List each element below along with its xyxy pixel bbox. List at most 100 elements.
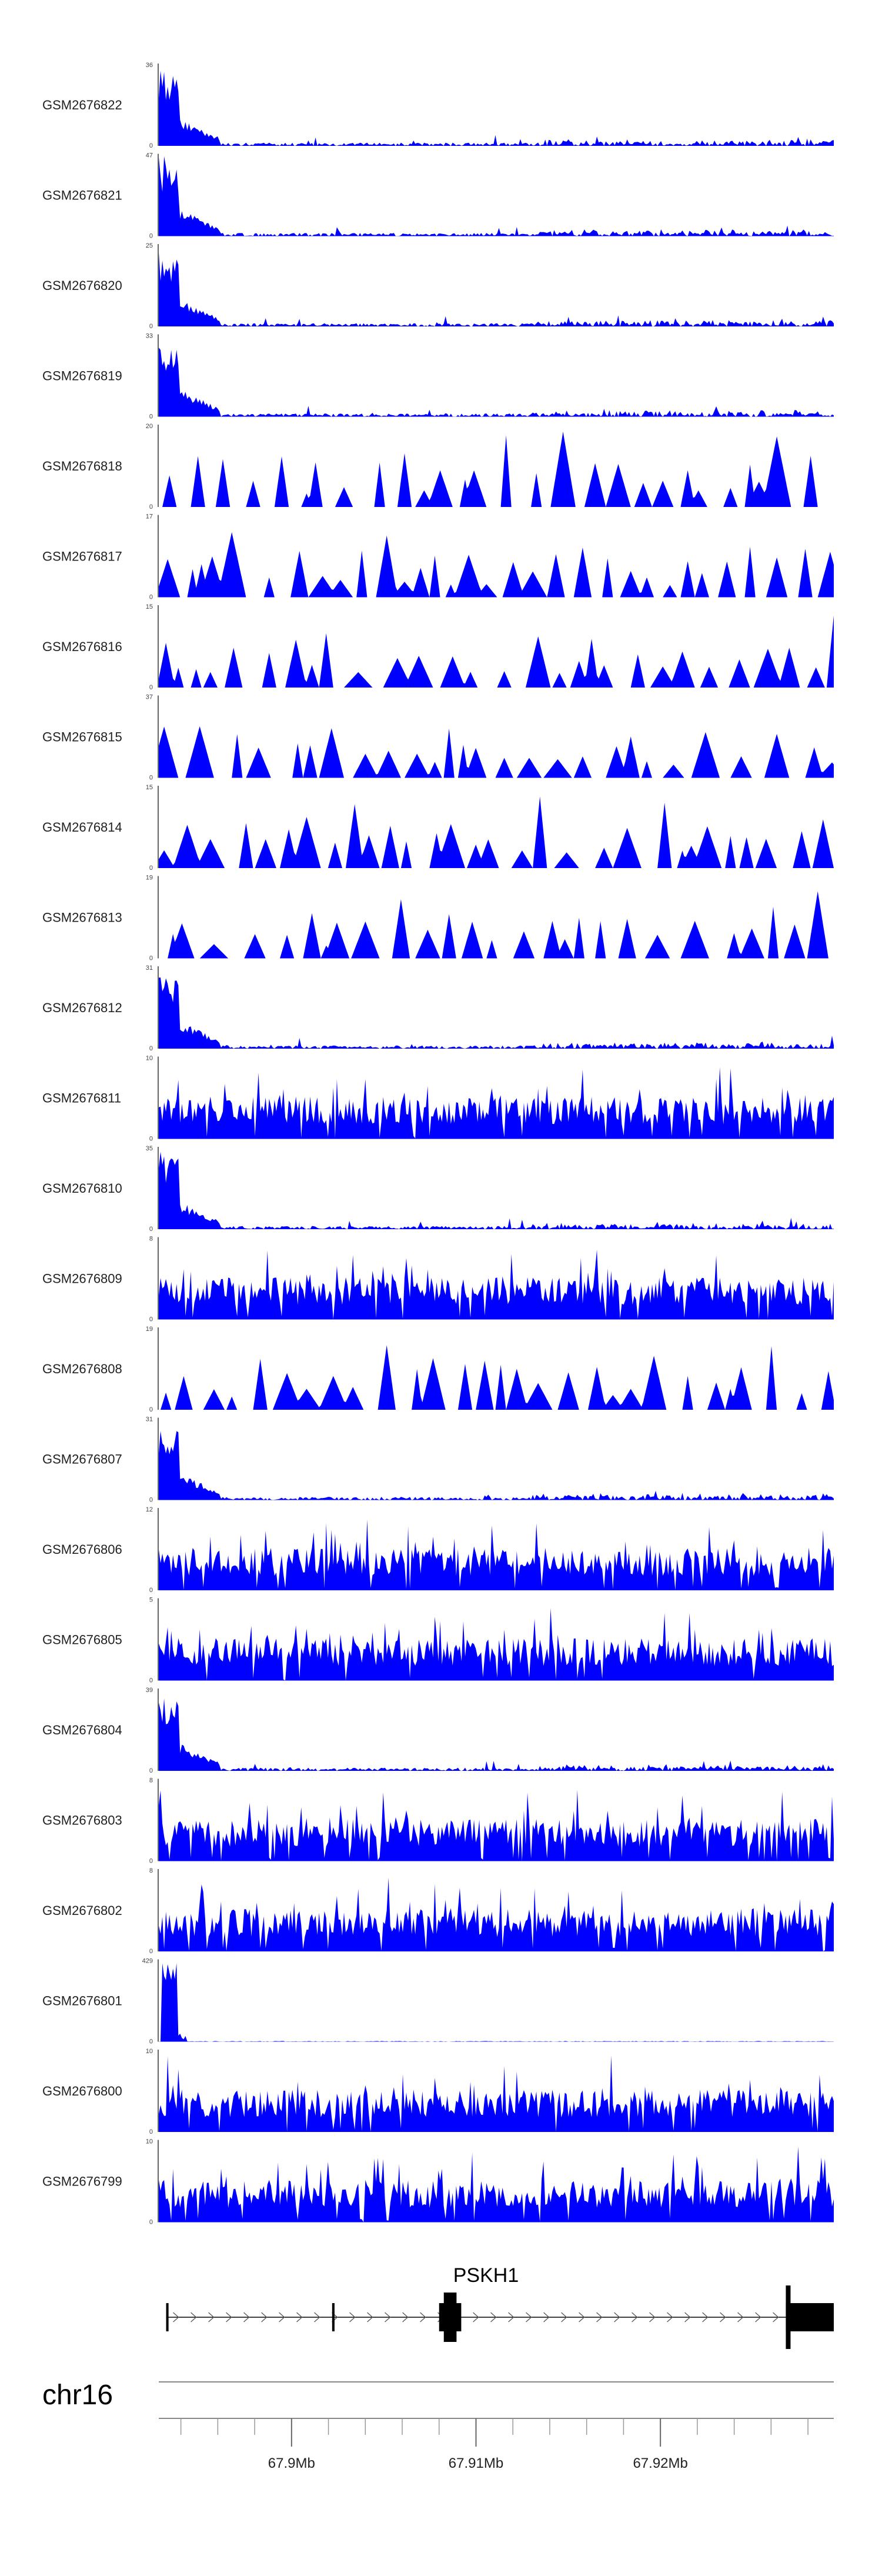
track-ymax-label: 10 [146, 2138, 153, 2145]
track-label: GSM2676808 [42, 1362, 122, 1376]
strand-arrow [649, 2312, 656, 2323]
strand-arrow [385, 2312, 391, 2323]
coverage-area [159, 977, 834, 1049]
gene-exons [166, 2285, 834, 2349]
track-ymax-label: 8 [149, 1777, 153, 1784]
track-ymin-label: 0 [149, 684, 153, 691]
strand-arrow [402, 2312, 409, 2323]
coverage-area [159, 1963, 834, 2042]
track-label: GSM2676800 [42, 2084, 122, 2098]
track-ymin-label: 0 [149, 2128, 153, 2135]
gene-name-label: PSKH1 [453, 2264, 519, 2287]
track-ymax-label: 429 [142, 1958, 153, 1965]
gene-exon [166, 2303, 169, 2331]
track-ymax-label: 10 [146, 1055, 153, 1062]
strand-arrow [508, 2312, 514, 2323]
axis-tick-label: 67.92Mb [633, 2455, 687, 2471]
coverage-area [159, 1250, 834, 1320]
track-label: GSM2676816 [42, 639, 122, 654]
gene-annotation-track: PSKH1 [166, 2264, 834, 2349]
track-label: GSM2676807 [42, 1452, 122, 1467]
coverage-area [159, 532, 834, 598]
strand-arrow [173, 2312, 179, 2323]
coverage-area [159, 1152, 834, 1229]
track-label: GSM2676810 [42, 1181, 122, 1196]
strand-arrow [684, 2312, 691, 2323]
strand-arrow [773, 2312, 779, 2323]
genomic-axis: chr16 67.9Mb 67.91Mb 67.92Mb [42, 2380, 834, 2471]
strand-arrow [314, 2312, 320, 2323]
coverage-area [159, 1067, 834, 1139]
coverage-track: GSM2676810 35 0 [42, 1145, 834, 1233]
strand-arrow [720, 2312, 726, 2323]
track-ymin-label: 0 [149, 1677, 153, 1684]
coverage-track: GSM2676812 31 0 [42, 965, 834, 1052]
strand-arrow [632, 2312, 638, 2323]
track-ymax-label: 5 [149, 1597, 153, 1604]
coverage-area [159, 1790, 834, 1861]
track-ymax-label: 17 [146, 513, 153, 520]
coverage-track: GSM2676815 37 0 [42, 694, 834, 782]
axis-tick-label: 67.9Mb [268, 2455, 315, 2471]
strand-arrow [208, 2312, 215, 2323]
track-ymax-label: 20 [146, 423, 153, 430]
chromosome-label: chr16 [42, 2380, 113, 2411]
track-label: GSM2676804 [42, 1723, 122, 1737]
strand-arrow [702, 2312, 709, 2323]
coverage-track: GSM2676807 31 0 [42, 1416, 834, 1504]
strand-arrow [614, 2312, 620, 2323]
coverage-track: GSM2676801 429 0 [42, 1958, 834, 2046]
track-ymax-label: 15 [146, 603, 153, 610]
strand-arrow [349, 2312, 356, 2323]
coverage-track: GSM2676799 10 0 [42, 2138, 834, 2226]
track-ymin-label: 0 [149, 142, 153, 149]
gene-exon [332, 2303, 335, 2331]
coverage-area [159, 1877, 834, 1951]
coverage-area [159, 431, 834, 507]
strand-arrow [243, 2312, 250, 2323]
track-label: GSM2676814 [42, 820, 122, 835]
coverage-track: GSM2676818 20 0 [42, 423, 834, 510]
track-ymin-label: 0 [149, 1045, 153, 1052]
strand-arrow [296, 2312, 303, 2323]
strand-arrow [667, 2312, 673, 2323]
coverage-track: GSM2676813 19 0 [42, 875, 834, 962]
track-label: GSM2676819 [42, 369, 122, 383]
coverage-track: GSM2676819 33 0 [42, 333, 834, 421]
coverage-track: GSM2676803 8 0 [42, 1777, 834, 1865]
track-ymin-label: 0 [149, 1226, 153, 1233]
coverage-track: GSM2676822 36 0 [42, 62, 834, 149]
axis-tick-label: 67.91Mb [449, 2455, 503, 2471]
track-label: GSM2676811 [42, 1091, 121, 1106]
track-ymax-label: 8 [149, 1236, 153, 1243]
track-label: GSM2676817 [42, 549, 122, 564]
strand-arrow [755, 2312, 761, 2323]
track-label: GSM2676812 [42, 1000, 122, 1015]
track-ymin-label: 0 [149, 775, 153, 782]
coverage-track: GSM2676816 15 0 [42, 603, 834, 691]
track-ymax-label: 25 [146, 242, 153, 249]
track-label: GSM2676818 [42, 459, 122, 473]
coverage-area [159, 252, 834, 326]
track-label: GSM2676802 [42, 1903, 122, 1918]
strand-arrow [261, 2312, 268, 2323]
track-ymin-label: 0 [149, 1497, 153, 1504]
coverage-area [159, 796, 834, 868]
track-label: GSM2676801 [42, 1994, 122, 2008]
track-ymax-label: 37 [146, 694, 153, 701]
coverage-area [159, 615, 834, 688]
track-label: GSM2676820 [42, 278, 122, 293]
track-ymin-label: 0 [149, 1587, 153, 1594]
track-ymax-label: 19 [146, 1326, 153, 1333]
coverage-area [159, 1699, 834, 1771]
track-ymin-label: 0 [149, 955, 153, 962]
strand-arrow [226, 2312, 232, 2323]
track-ymax-label: 47 [146, 152, 153, 159]
coverage-track: GSM2676800 10 0 [42, 2048, 834, 2135]
track-ymin-label: 0 [149, 233, 153, 240]
strand-arrow [279, 2312, 285, 2323]
strand-arrow [473, 2312, 479, 2323]
coverage-area [159, 1345, 834, 1410]
strand-arrow [579, 2312, 585, 2323]
